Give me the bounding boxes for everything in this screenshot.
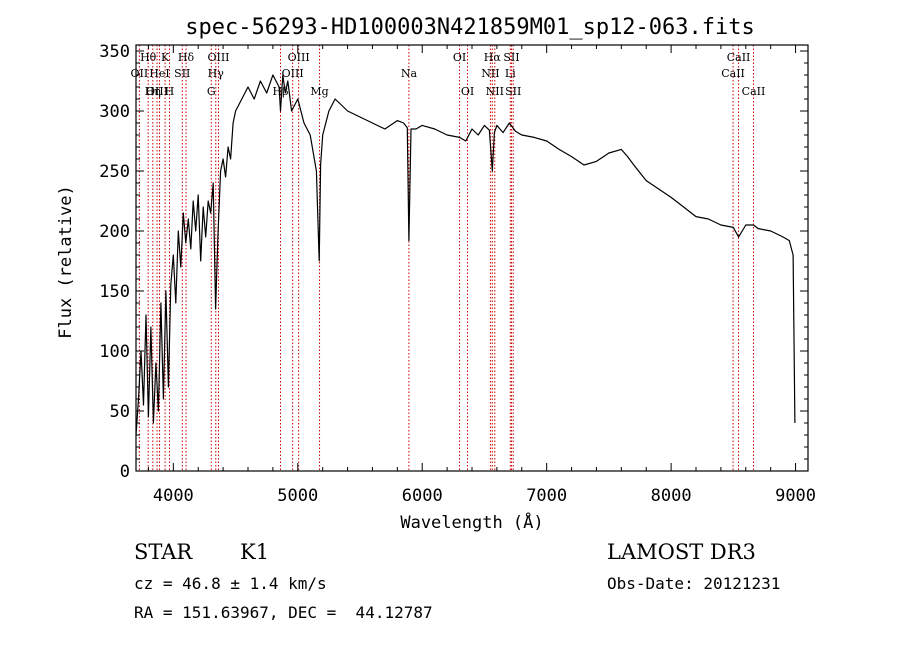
line-marker-label: G bbox=[207, 85, 216, 98]
y-tick-label: 350 bbox=[99, 42, 130, 62]
line-marker-label: OIII bbox=[207, 51, 229, 64]
line-marker-label: CaII bbox=[727, 51, 751, 64]
line-marker-label: CaII bbox=[742, 85, 766, 98]
line-marker-label: OIII bbox=[282, 67, 304, 80]
line-marker-label: K bbox=[161, 51, 170, 64]
x-tick-label: 4000 bbox=[153, 486, 194, 506]
object-class: STAR bbox=[134, 540, 193, 564]
x-tick-label: 7000 bbox=[526, 486, 567, 506]
line-marker-label: NII bbox=[481, 67, 499, 80]
line-marker-label: NII bbox=[486, 85, 504, 98]
line-marker-label: Hθ bbox=[140, 51, 157, 64]
redshift-readout: cz = 46.8 ± 1.4 km/s bbox=[134, 574, 327, 593]
x-tick-label: 6000 bbox=[402, 486, 443, 506]
line-marker-label: Na bbox=[401, 67, 418, 80]
line-marker-label: Li bbox=[505, 67, 516, 80]
line-marker-label: OI bbox=[453, 51, 466, 64]
y-tick-label: 200 bbox=[99, 222, 130, 242]
line-marker-label: SII bbox=[505, 85, 521, 98]
x-tick-label: 8000 bbox=[651, 486, 692, 506]
line-marker-label: SII bbox=[174, 67, 190, 80]
spectral-subclass: K1 bbox=[240, 540, 270, 564]
line-marker-label: OII bbox=[131, 67, 149, 80]
y-tick-label: 250 bbox=[99, 162, 130, 182]
y-tick-label: 100 bbox=[99, 342, 130, 362]
x-tick-label: 9000 bbox=[775, 486, 816, 506]
line-marker-label: Hγ bbox=[208, 67, 225, 80]
coordinates-readout: RA = 151.63967, DEC = 44.12787 bbox=[134, 603, 433, 622]
line-markers bbox=[138, 45, 754, 471]
y-tick-label: 150 bbox=[99, 282, 130, 302]
line-marker-label: Hδ bbox=[178, 51, 195, 64]
y-tick-label: 50 bbox=[110, 402, 130, 422]
line-marker-label: OIII bbox=[288, 51, 310, 64]
x-axis-label: Wavelength (Å) bbox=[400, 511, 543, 533]
x-axis-ticks: 4000 5000 6000 7000 8000 9000 bbox=[147, 45, 816, 506]
chart-title: spec-56293-HD100003N421859M01_sp12-063.f… bbox=[185, 15, 755, 40]
y-axis-ticks: 0 50 100 150 200 250 300 350 bbox=[99, 42, 808, 482]
line-marker-label: HeI bbox=[149, 67, 169, 80]
observation-date: Obs-Date: 20121231 bbox=[607, 574, 781, 593]
spectrum-line bbox=[135, 74, 796, 436]
line-marker-label: Hη bbox=[145, 85, 161, 98]
y-tick-label: 0 bbox=[120, 462, 130, 482]
line-marker-label: SII bbox=[503, 51, 519, 64]
line-marker-label: H bbox=[165, 85, 175, 98]
x-tick-label: 5000 bbox=[277, 486, 318, 506]
line-marker-label: Mg bbox=[310, 85, 328, 98]
y-axis-label: Flux (relative) bbox=[56, 185, 76, 339]
y-tick-label: 300 bbox=[99, 102, 130, 122]
line-marker-label: OI bbox=[461, 85, 474, 98]
line-marker-label: Hα bbox=[484, 51, 502, 64]
line-marker-label: CaII bbox=[721, 67, 745, 80]
line-marker-label: OIII bbox=[146, 85, 168, 98]
survey-name: LAMOST DR3 bbox=[607, 540, 756, 564]
